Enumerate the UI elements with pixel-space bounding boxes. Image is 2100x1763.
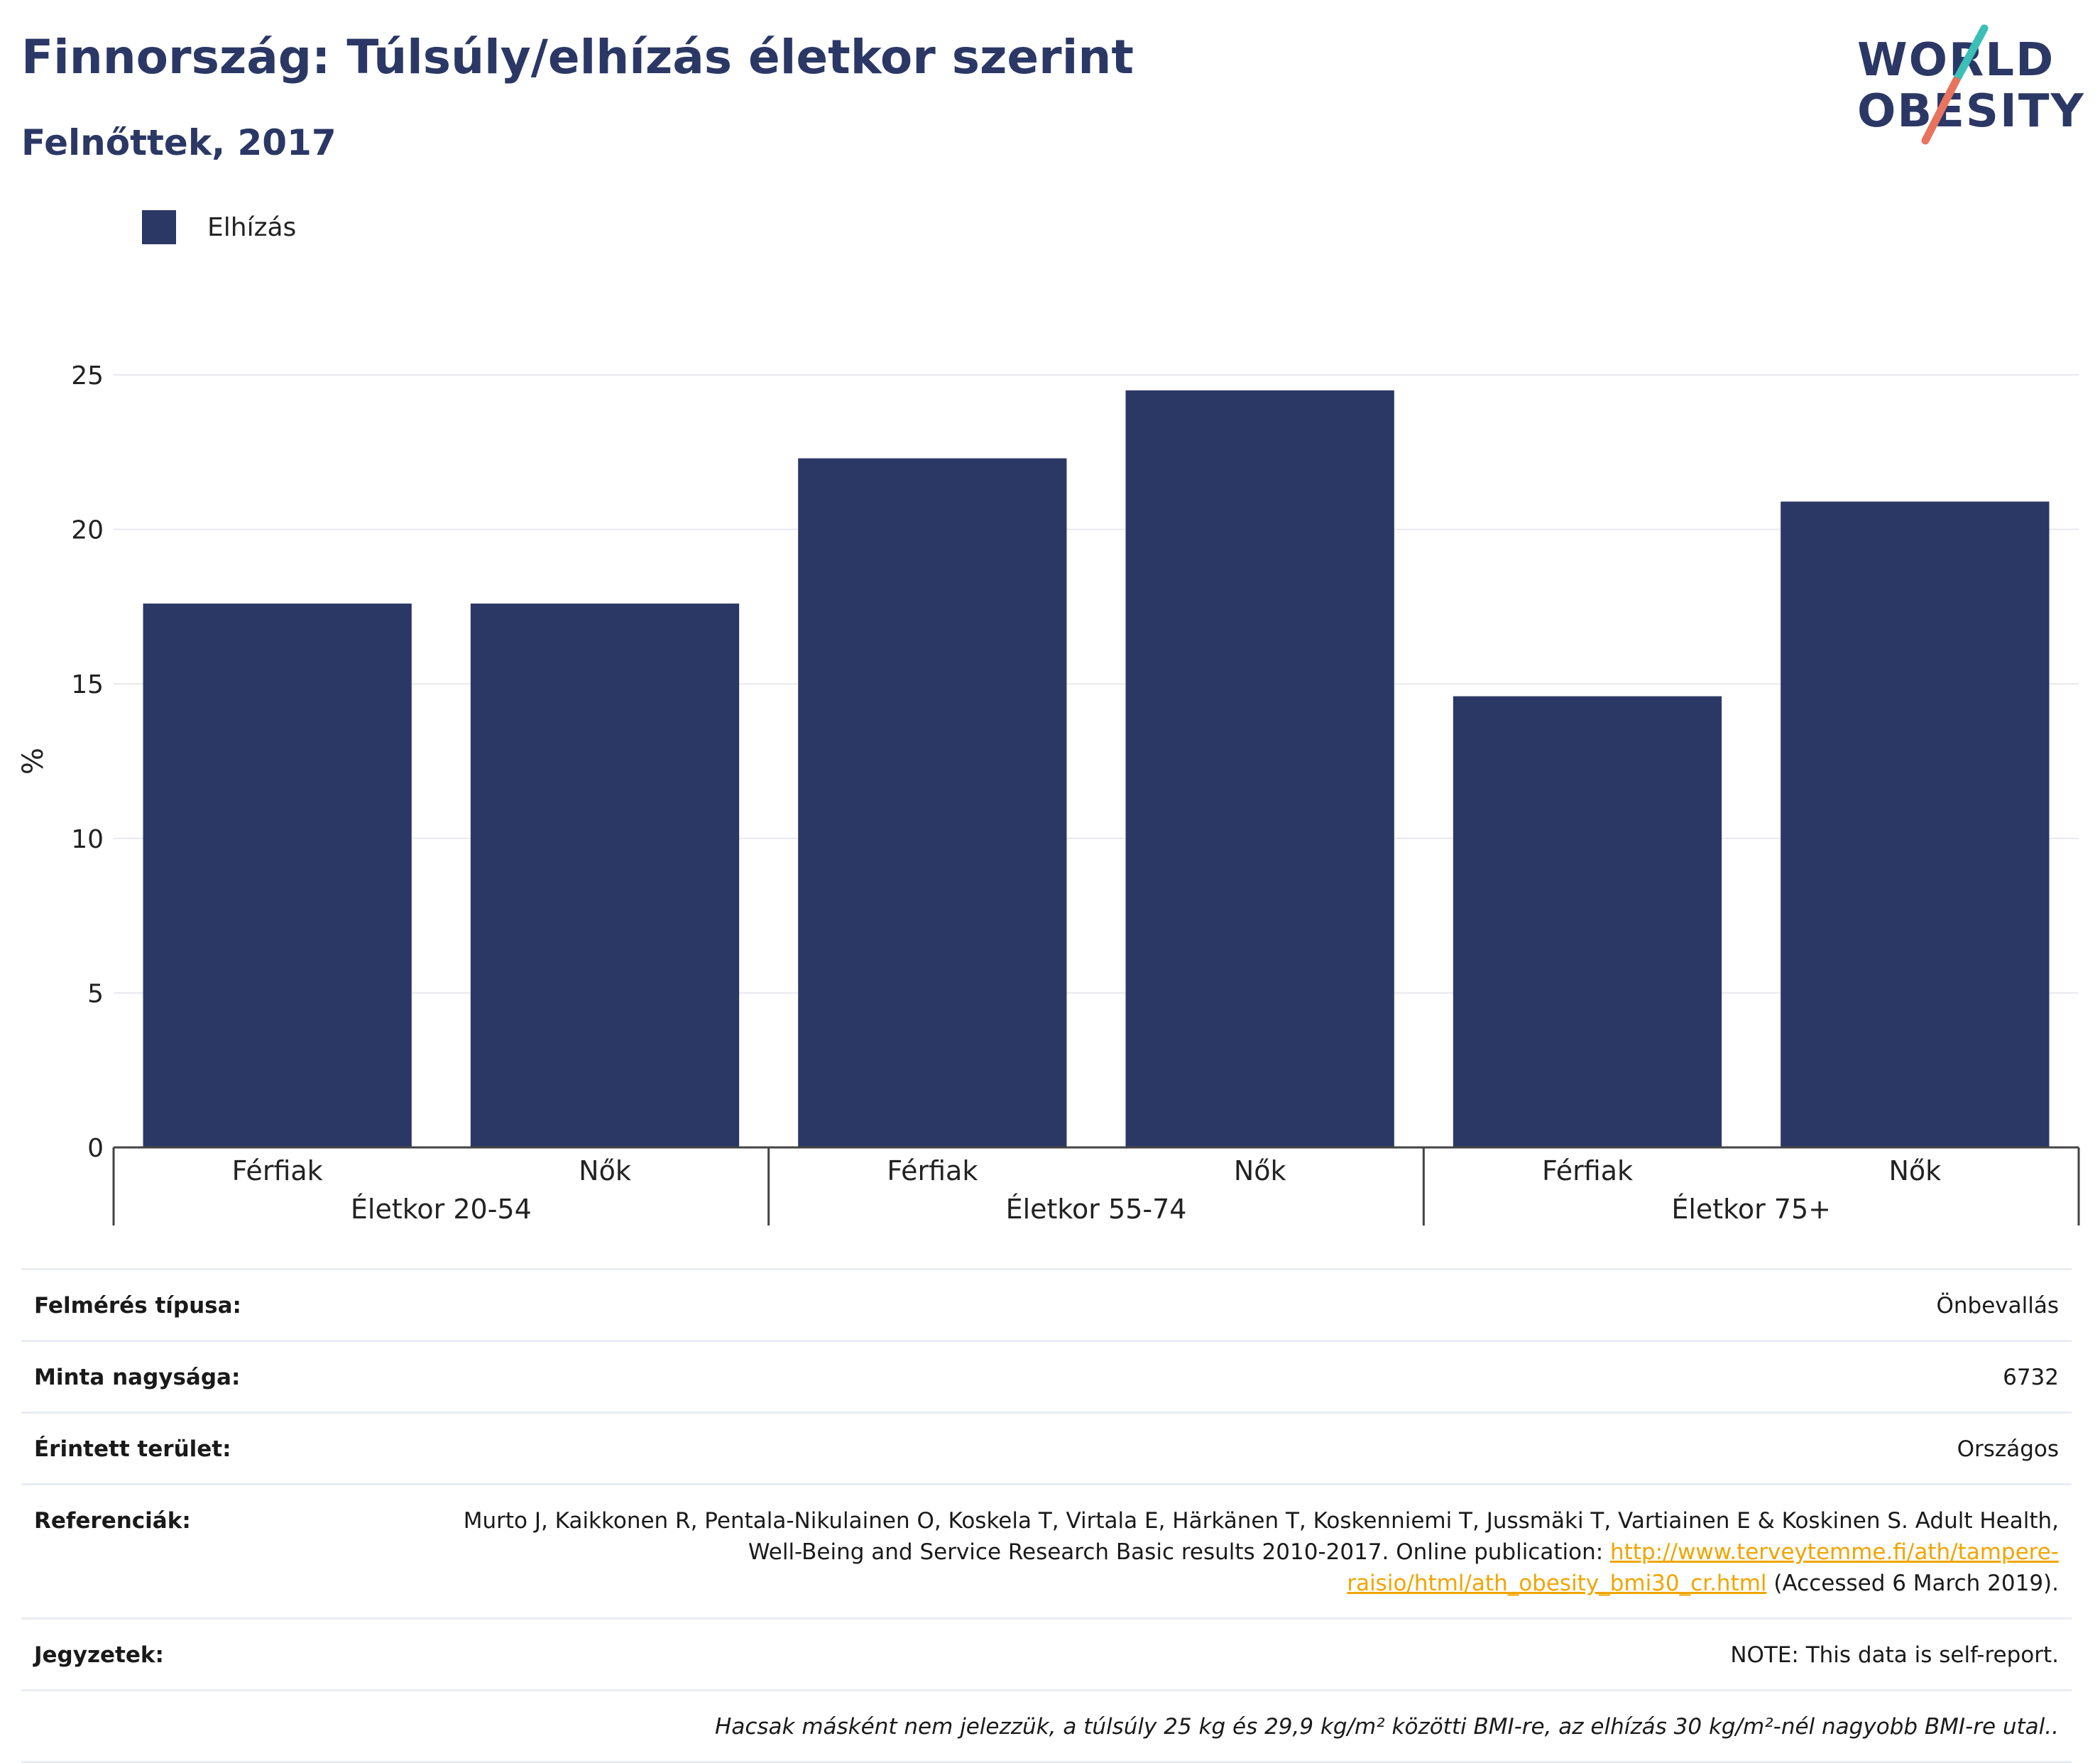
- legend-swatch-elhizas: [142, 210, 176, 244]
- bar: [1453, 696, 1722, 1147]
- info-row-footnote: Hacsak másként nem jelezzük, a túlsúly 2…: [21, 1689, 2072, 1763]
- x-tick-label: Nők: [579, 1155, 631, 1186]
- sample-size-value: 6732: [2003, 1365, 2059, 1390]
- y-tick-label: 5: [87, 979, 104, 1008]
- references-value: Murto J, Kaikkonen R, Pentala-Nikulainen…: [426, 1505, 2059, 1599]
- y-tick-label: 15: [71, 670, 104, 699]
- y-tick-label: 0: [87, 1134, 104, 1163]
- legend-label-elhizas: Elhízás: [207, 212, 297, 242]
- references-accessed: (Accessed 6 March 2019).: [1766, 1571, 2059, 1596]
- logo-slash-icon: [1921, 24, 1989, 145]
- info-row-references: Referenciák: Murto J, Kaikkonen R, Penta…: [21, 1483, 2072, 1617]
- bar: [1125, 390, 1394, 1147]
- y-tick-label: 20: [71, 516, 104, 545]
- area-value: Országos: [1957, 1436, 2059, 1462]
- bar-chart: 0 5 10 15 20 25% Férfiak Nők Férfiak Nők Férfiak Nő…: [17, 361, 2080, 1226]
- chart-legend[interactable]: Elhízás: [142, 210, 296, 244]
- x-tick-label: Férfiak: [887, 1155, 978, 1186]
- sample-size-label: Minta nagysága:: [34, 1365, 241, 1390]
- references-link[interactable]: http://www.terveytemme.fi/ath/tampere-ra…: [1347, 1539, 2059, 1596]
- group-label: Életkor 55-74: [1006, 1194, 1187, 1225]
- page-subtitle: Felnőttek, 2017: [21, 122, 337, 163]
- info-row-survey-type: Felmérés típusa: Önbevallás: [21, 1268, 2072, 1340]
- x-tick-label: Férfiak: [1542, 1155, 1633, 1186]
- x-tick-label: Férfiak: [232, 1155, 323, 1186]
- bar: [798, 458, 1067, 1147]
- x-tick-label: Nők: [1888, 1155, 1941, 1186]
- footnote-text: Hacsak másként nem jelezzük, a túlsúly 2…: [715, 1714, 2059, 1740]
- bar: [470, 604, 740, 1147]
- page-title: Finnország: Túlsúly/elhízás életkor szer…: [21, 30, 1134, 84]
- references-label: Referenciák:: [34, 1508, 191, 1534]
- info-row-area: Érintett terület: Országos: [21, 1412, 2072, 1483]
- info-row-notes: Jegyzetek: NOTE: This data is self-repor…: [21, 1617, 2072, 1689]
- group-label: Életkor 75+: [1671, 1194, 1831, 1225]
- notes-value: NOTE: This data is self-report.: [1730, 1642, 2059, 1668]
- info-row-sample-size: Minta nagysága: 6732: [21, 1340, 2072, 1412]
- world-obesity-logo: WORLD OBESITY: [1846, 20, 2087, 155]
- x-tick-label: Nők: [1234, 1155, 1286, 1186]
- survey-type-label: Felmérés típusa:: [34, 1293, 241, 1319]
- area-label: Érintett terület:: [34, 1436, 231, 1462]
- references-text: Murto J, Kaikkonen R, Pentala-Nikulainen…: [463, 1508, 2059, 1565]
- bar: [143, 604, 412, 1147]
- notes-label: Jegyzetek:: [34, 1642, 164, 1668]
- bar: [1781, 501, 2050, 1147]
- info-table: Felmérés típusa: Önbevallás Minta nagysá…: [21, 1268, 2072, 1763]
- y-tick-label: 25: [71, 361, 104, 391]
- group-label: Életkor 20-54: [351, 1194, 532, 1225]
- survey-type-value: Önbevallás: [1936, 1293, 2059, 1319]
- logo-line-2: OBESITY: [1857, 85, 2085, 138]
- y-axis-label: %: [17, 748, 50, 775]
- y-tick-label: 10: [71, 825, 104, 854]
